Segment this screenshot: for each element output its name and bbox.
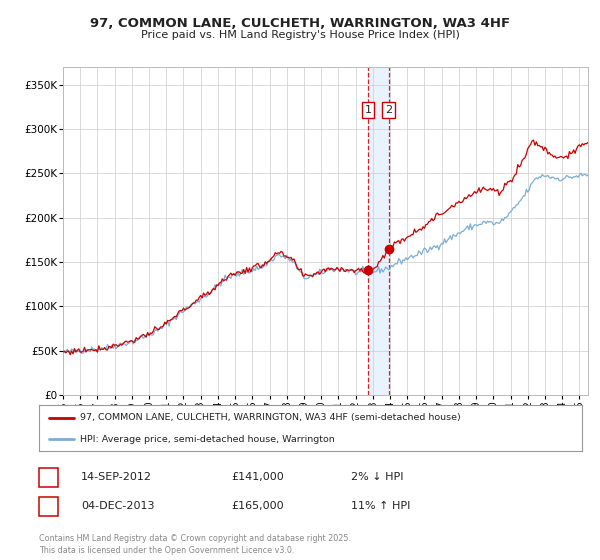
Text: 97, COMMON LANE, CULCHETH, WARRINGTON, WA3 4HF: 97, COMMON LANE, CULCHETH, WARRINGTON, W… — [90, 17, 510, 30]
Text: Contains HM Land Registry data © Crown copyright and database right 2025.
This d: Contains HM Land Registry data © Crown c… — [39, 534, 351, 555]
Text: £141,000: £141,000 — [231, 472, 284, 482]
Bar — [368, 67, 389, 395]
Text: 14-SEP-2012: 14-SEP-2012 — [81, 472, 152, 482]
Text: HPI: Average price, semi-detached house, Warrington: HPI: Average price, semi-detached house,… — [80, 435, 334, 444]
Text: 2% ↓ HPI: 2% ↓ HPI — [351, 472, 404, 482]
Text: Price paid vs. HM Land Registry's House Price Index (HPI): Price paid vs. HM Land Registry's House … — [140, 30, 460, 40]
Text: 11% ↑ HPI: 11% ↑ HPI — [351, 501, 410, 511]
Text: 1: 1 — [45, 472, 52, 482]
Text: 04-DEC-2013: 04-DEC-2013 — [81, 501, 155, 511]
Text: 2: 2 — [385, 105, 392, 115]
Text: 97, COMMON LANE, CULCHETH, WARRINGTON, WA3 4HF (semi-detached house): 97, COMMON LANE, CULCHETH, WARRINGTON, W… — [80, 413, 460, 422]
Text: 1: 1 — [364, 105, 371, 115]
Text: 2: 2 — [45, 501, 52, 511]
Text: £165,000: £165,000 — [231, 501, 284, 511]
